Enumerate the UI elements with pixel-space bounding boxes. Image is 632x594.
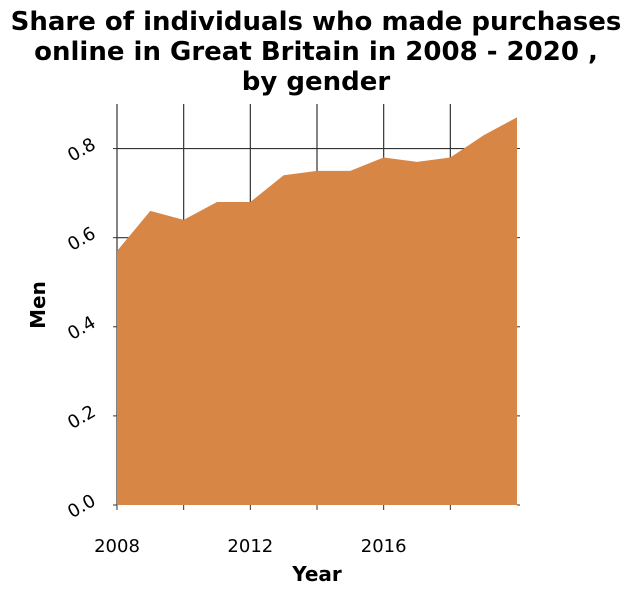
x-tick-label: 2012 (227, 536, 273, 557)
x-axis-label: Year (291, 562, 342, 586)
area-fill (117, 117, 517, 505)
x-tick-label: 2008 (94, 536, 140, 557)
x-tick-label: 2016 (361, 536, 407, 557)
y-tick-label: 0.2 (64, 401, 99, 434)
axes (113, 148, 520, 510)
area-series (117, 117, 517, 505)
y-tick-label: 0.6 (64, 223, 99, 256)
y-axis-label: Men (26, 281, 50, 329)
chart-title-line-1: Share of individuals who made purchases (11, 7, 622, 37)
chart-title-line-3: by gender (242, 67, 391, 97)
chart-title: Share of individuals who made purchases … (11, 7, 622, 97)
y-tick-label: 0.4 (64, 312, 99, 345)
y-tick-label: 0.0 (64, 490, 99, 523)
y-tick-label: 0.8 (64, 134, 99, 167)
chart-title-line-2: online in Great Britain in 2008 - 2020 , (34, 37, 598, 67)
